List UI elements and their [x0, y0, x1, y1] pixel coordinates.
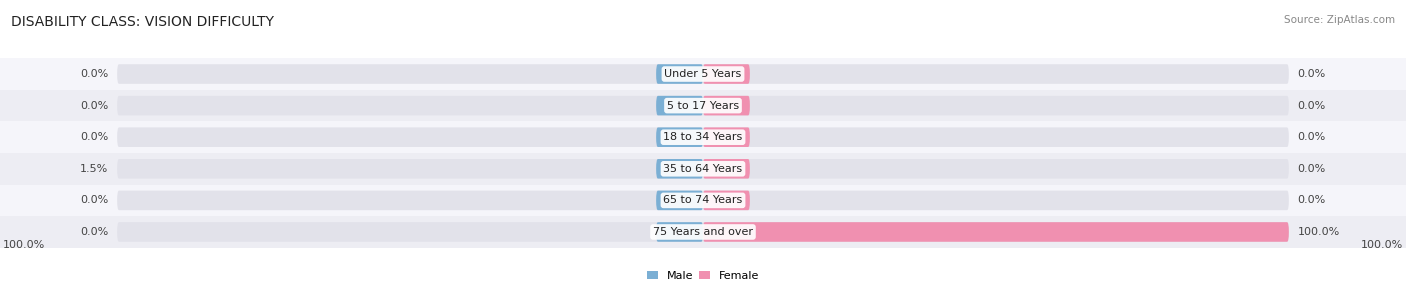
Legend: Male, Female: Male, Female [647, 271, 759, 281]
FancyBboxPatch shape [657, 222, 703, 242]
FancyBboxPatch shape [657, 127, 703, 147]
Text: 5 to 17 Years: 5 to 17 Years [666, 101, 740, 111]
FancyBboxPatch shape [117, 222, 1289, 242]
FancyBboxPatch shape [703, 127, 749, 147]
Text: 0.0%: 0.0% [80, 132, 108, 142]
Bar [0, 153, 1406, 185]
FancyBboxPatch shape [703, 191, 749, 210]
Text: 65 to 74 Years: 65 to 74 Years [664, 195, 742, 205]
Text: 75 Years and over: 75 Years and over [652, 227, 754, 237]
Text: 100.0%: 100.0% [1298, 227, 1340, 237]
Text: 0.0%: 0.0% [1298, 101, 1326, 111]
Bar [0, 58, 1406, 90]
Text: 0.0%: 0.0% [80, 227, 108, 237]
FancyBboxPatch shape [703, 64, 749, 84]
Bar [0, 185, 1406, 216]
Text: 0.0%: 0.0% [1298, 132, 1326, 142]
Text: Source: ZipAtlas.com: Source: ZipAtlas.com [1284, 15, 1395, 25]
Text: 0.0%: 0.0% [80, 195, 108, 205]
Text: 1.5%: 1.5% [80, 164, 108, 174]
Bar [0, 121, 1406, 153]
FancyBboxPatch shape [703, 159, 749, 179]
FancyBboxPatch shape [703, 222, 1289, 242]
Bar [0, 216, 1406, 248]
Text: 100.0%: 100.0% [3, 240, 45, 250]
Text: 35 to 64 Years: 35 to 64 Years [664, 164, 742, 174]
FancyBboxPatch shape [117, 191, 1289, 210]
Text: 100.0%: 100.0% [1361, 240, 1403, 250]
FancyBboxPatch shape [703, 96, 749, 115]
Text: 0.0%: 0.0% [1298, 69, 1326, 79]
FancyBboxPatch shape [117, 159, 1289, 179]
FancyBboxPatch shape [657, 64, 703, 84]
FancyBboxPatch shape [117, 64, 1289, 84]
Text: DISABILITY CLASS: VISION DIFFICULTY: DISABILITY CLASS: VISION DIFFICULTY [11, 15, 274, 29]
FancyBboxPatch shape [657, 159, 703, 179]
Text: 0.0%: 0.0% [1298, 164, 1326, 174]
Text: 0.0%: 0.0% [80, 69, 108, 79]
Text: 0.0%: 0.0% [1298, 195, 1326, 205]
FancyBboxPatch shape [117, 127, 1289, 147]
FancyBboxPatch shape [657, 191, 703, 210]
Bar [0, 90, 1406, 121]
Text: Under 5 Years: Under 5 Years [665, 69, 741, 79]
FancyBboxPatch shape [117, 96, 1289, 115]
Text: 18 to 34 Years: 18 to 34 Years [664, 132, 742, 142]
FancyBboxPatch shape [657, 96, 703, 115]
Text: 0.0%: 0.0% [80, 101, 108, 111]
